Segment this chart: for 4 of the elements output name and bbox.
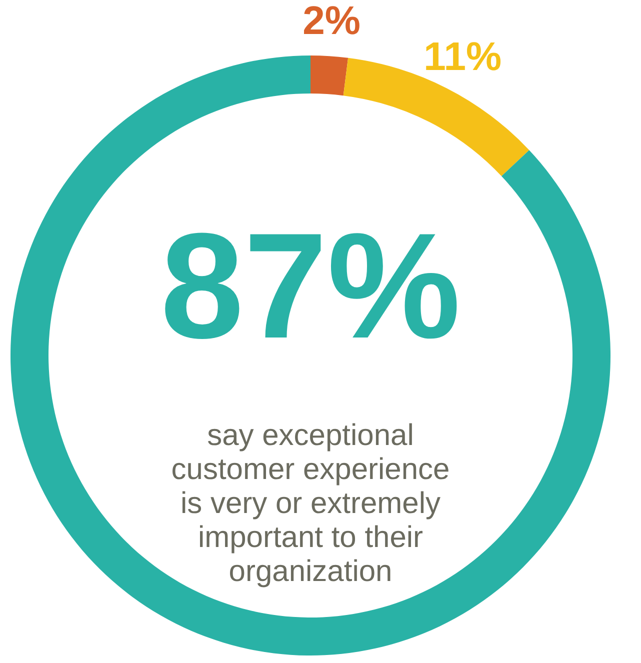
data-label: 2% xyxy=(302,0,360,44)
data-label: 11% xyxy=(424,35,502,80)
data-label: 87% xyxy=(160,202,461,370)
text: say exceptional customer experience is very or extremely important to their organization xyxy=(171,419,450,588)
